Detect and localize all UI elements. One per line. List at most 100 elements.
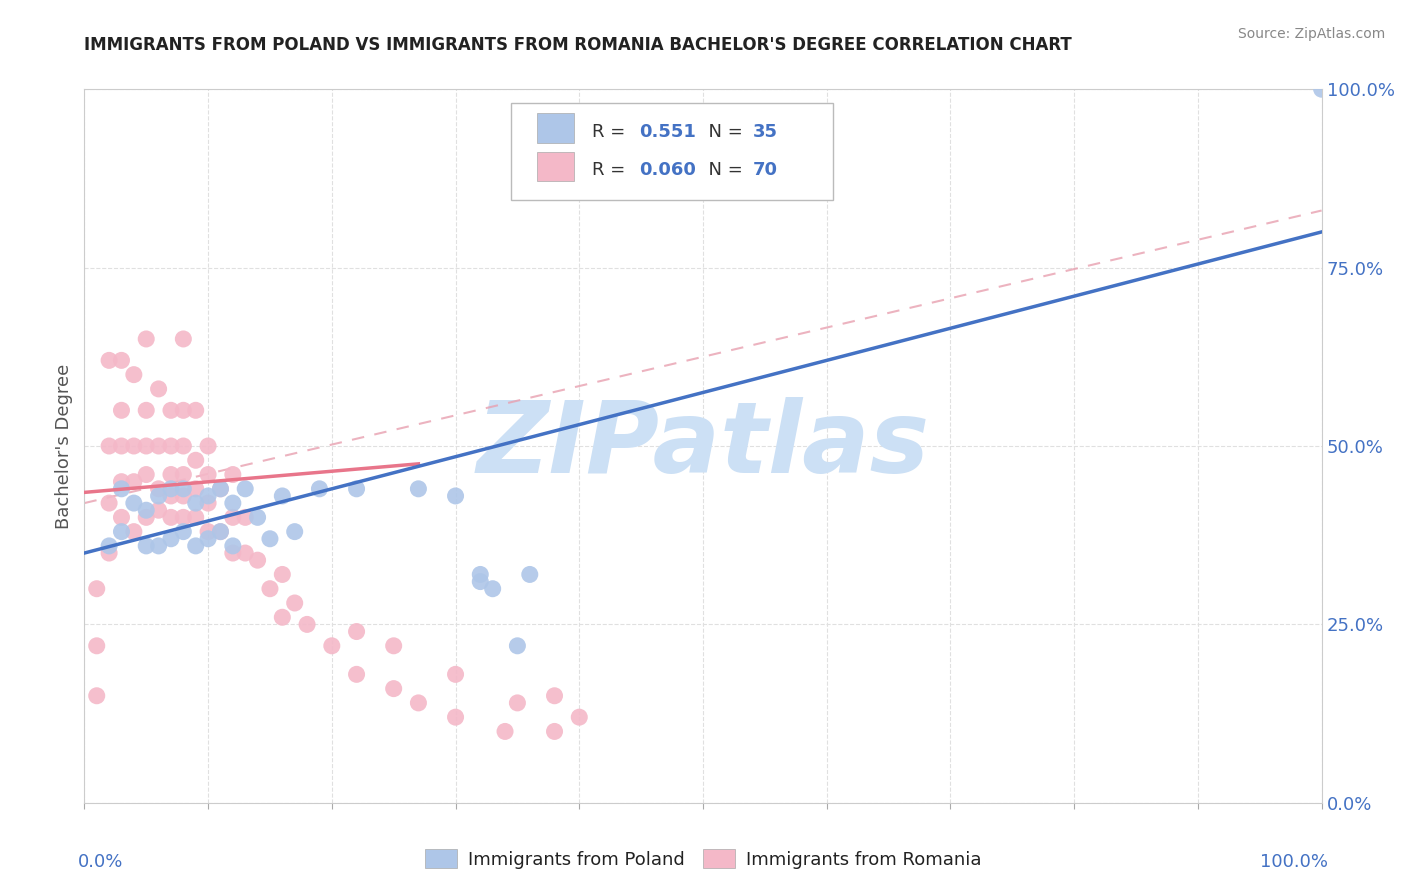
Point bbox=[135, 539, 157, 553]
Point bbox=[209, 524, 232, 539]
Point bbox=[110, 353, 132, 368]
Point bbox=[382, 639, 405, 653]
Point bbox=[172, 332, 194, 346]
Point bbox=[222, 496, 245, 510]
Legend: Immigrants from Poland, Immigrants from Romania: Immigrants from Poland, Immigrants from … bbox=[418, 842, 988, 876]
Point bbox=[160, 482, 183, 496]
Point bbox=[184, 482, 207, 496]
Point bbox=[271, 610, 294, 624]
Point bbox=[470, 567, 492, 582]
Text: N =: N = bbox=[697, 123, 748, 141]
Point bbox=[184, 453, 207, 467]
Point bbox=[184, 539, 207, 553]
Text: N =: N = bbox=[697, 161, 748, 179]
Point bbox=[543, 724, 565, 739]
Point bbox=[346, 667, 368, 681]
Point bbox=[408, 696, 430, 710]
Point bbox=[172, 403, 194, 417]
Point bbox=[506, 639, 529, 653]
Point bbox=[135, 332, 157, 346]
Point bbox=[1310, 82, 1333, 96]
Text: Source: ZipAtlas.com: Source: ZipAtlas.com bbox=[1237, 27, 1385, 41]
Text: IMMIGRANTS FROM POLAND VS IMMIGRANTS FROM ROMANIA BACHELOR'S DEGREE CORRELATION : IMMIGRANTS FROM POLAND VS IMMIGRANTS FRO… bbox=[84, 36, 1073, 54]
Point bbox=[246, 553, 269, 567]
Text: 0.551: 0.551 bbox=[638, 123, 696, 141]
Point bbox=[233, 510, 256, 524]
Point bbox=[135, 467, 157, 482]
Y-axis label: Bachelor's Degree: Bachelor's Degree bbox=[55, 363, 73, 529]
Point bbox=[172, 467, 194, 482]
Point bbox=[86, 689, 108, 703]
Text: 35: 35 bbox=[752, 123, 778, 141]
Point bbox=[148, 482, 170, 496]
Point bbox=[135, 503, 157, 517]
Point bbox=[321, 639, 343, 653]
Point bbox=[172, 510, 194, 524]
Point bbox=[543, 689, 565, 703]
Point bbox=[506, 696, 529, 710]
Point bbox=[481, 582, 503, 596]
Point bbox=[172, 439, 194, 453]
Point bbox=[346, 624, 368, 639]
Point bbox=[122, 524, 145, 539]
Point bbox=[110, 510, 132, 524]
Point bbox=[122, 368, 145, 382]
Point bbox=[470, 574, 492, 589]
Point bbox=[160, 467, 183, 482]
Text: 0.0%: 0.0% bbox=[79, 853, 124, 871]
Point bbox=[160, 403, 183, 417]
Point bbox=[98, 439, 121, 453]
Point bbox=[271, 489, 294, 503]
Point bbox=[271, 567, 294, 582]
Point bbox=[568, 710, 591, 724]
Point bbox=[122, 475, 145, 489]
Point bbox=[184, 403, 207, 417]
Point bbox=[444, 710, 467, 724]
Point bbox=[197, 439, 219, 453]
Point bbox=[86, 639, 108, 653]
Point bbox=[148, 503, 170, 517]
Point bbox=[209, 524, 232, 539]
Point bbox=[197, 532, 219, 546]
Point bbox=[197, 467, 219, 482]
Point bbox=[295, 617, 318, 632]
Point bbox=[222, 539, 245, 553]
Point bbox=[222, 467, 245, 482]
Point bbox=[172, 524, 194, 539]
Point bbox=[98, 546, 121, 560]
Point bbox=[284, 524, 307, 539]
Point bbox=[259, 532, 281, 546]
Point bbox=[233, 482, 256, 496]
Point bbox=[184, 496, 207, 510]
Point bbox=[160, 489, 183, 503]
Point bbox=[160, 510, 183, 524]
Point bbox=[148, 439, 170, 453]
Text: R =: R = bbox=[592, 161, 631, 179]
Point bbox=[209, 482, 232, 496]
Point bbox=[233, 546, 256, 560]
Point bbox=[222, 546, 245, 560]
Point bbox=[184, 510, 207, 524]
Point bbox=[519, 567, 541, 582]
Point bbox=[197, 489, 219, 503]
FancyBboxPatch shape bbox=[537, 113, 574, 143]
Point bbox=[160, 439, 183, 453]
Point bbox=[209, 482, 232, 496]
Point bbox=[110, 524, 132, 539]
Point bbox=[444, 489, 467, 503]
Point bbox=[122, 496, 145, 510]
Point bbox=[222, 510, 245, 524]
Text: 0.060: 0.060 bbox=[638, 161, 696, 179]
Point bbox=[148, 539, 170, 553]
Point bbox=[346, 482, 368, 496]
Point bbox=[494, 724, 516, 739]
Point bbox=[135, 439, 157, 453]
Point bbox=[197, 496, 219, 510]
Point bbox=[408, 482, 430, 496]
Point bbox=[444, 667, 467, 681]
Text: 100.0%: 100.0% bbox=[1260, 853, 1327, 871]
Point bbox=[86, 582, 108, 596]
Point bbox=[110, 403, 132, 417]
Point bbox=[98, 353, 121, 368]
Point bbox=[160, 532, 183, 546]
